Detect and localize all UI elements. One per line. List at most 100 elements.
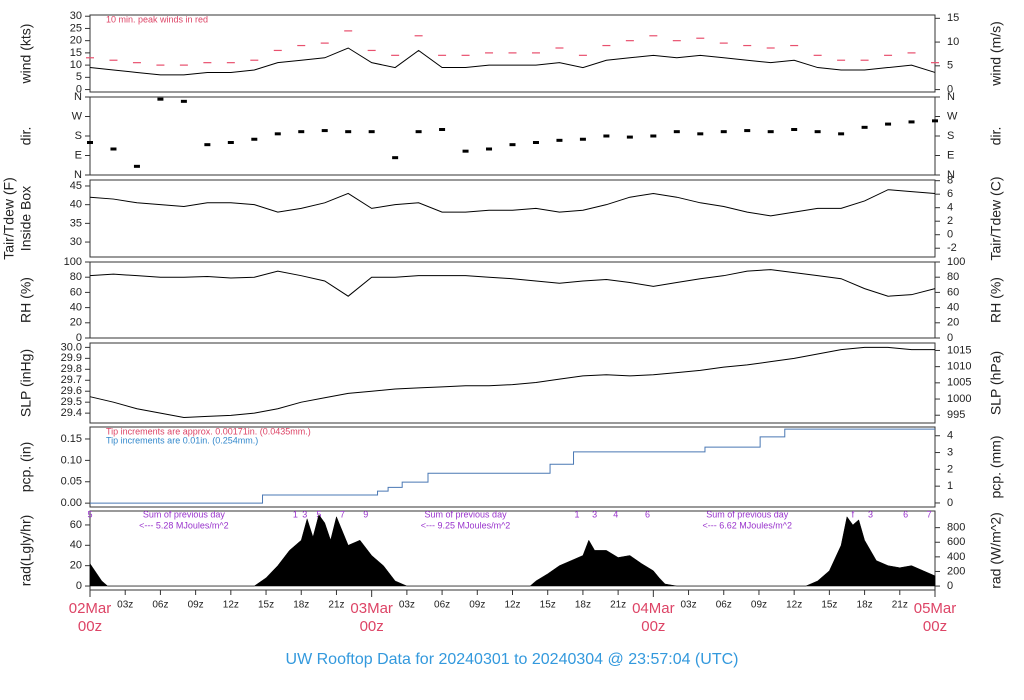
y-tick-label: 80: [70, 271, 82, 283]
y2-tick-label: 995: [947, 409, 965, 421]
y-axis-label: Tair/Tdew (F): [1, 177, 17, 259]
y2-tick-label: 0: [947, 580, 953, 592]
radiation-area: [89, 514, 936, 587]
dir-point: [838, 132, 845, 136]
day-sum-title: Sum of previous day: [706, 509, 789, 519]
day-sum-value: <--- 5.28 MJoules/m^2: [139, 520, 229, 530]
y-tick-label: 30: [70, 10, 82, 22]
x-tick-label: 15z: [258, 600, 274, 611]
x-day-hour-label: 00z: [78, 618, 102, 635]
y2-tick-label: 5: [947, 60, 953, 72]
panel-frame: [89, 342, 936, 424]
y-axis-label: RH (%): [18, 277, 34, 323]
y2-tick-label: 6: [947, 188, 953, 200]
x-tick-label: 09z: [469, 600, 485, 611]
y-tick-label: 60: [70, 519, 82, 531]
x-tick-label: 12z: [786, 600, 802, 611]
dir-point: [251, 137, 258, 141]
series-line: [89, 269, 936, 297]
y2-tick-label: 800: [947, 522, 965, 534]
y2-tick-label: 4: [947, 202, 953, 214]
y-tick-label: 0.00: [61, 497, 82, 509]
y2-tick-label: 1: [947, 480, 953, 492]
y-axis-label: wind (kts): [18, 24, 34, 85]
y2-tick-label: 1015: [947, 344, 971, 356]
dir-point: [345, 130, 352, 134]
y-tick-label: 40: [70, 539, 82, 551]
y2-tick-label: 1005: [947, 377, 971, 389]
y-tick-label: 20: [70, 560, 82, 572]
dir-point: [744, 129, 751, 133]
y-axis-label: Inside Box: [18, 186, 34, 251]
y2-axis-label: dir.: [988, 127, 1004, 146]
y-tick-label: 60: [70, 286, 82, 298]
y2-tick-label: 4: [947, 430, 953, 442]
x-tick-label: 12z: [504, 600, 520, 611]
day-sum-title: Sum of previous day: [425, 509, 508, 519]
sun-marker: 6: [903, 509, 908, 519]
y2-tick-label: N: [947, 169, 955, 181]
y-tick-label: 29.4: [61, 407, 82, 419]
dir-point: [767, 130, 774, 134]
x-tick-label: 06z: [716, 600, 732, 611]
dir-point: [626, 135, 633, 139]
y-axis-label: rad(Lgly/hr): [18, 515, 34, 587]
y-tick-label: 25: [70, 22, 82, 34]
sun-marker: 6: [645, 509, 650, 519]
y-tick-label: N: [74, 169, 82, 181]
x-tick-label: 21z: [892, 600, 908, 611]
y2-tick-label: 200: [947, 565, 965, 577]
y2-tick-label: 0: [947, 229, 953, 241]
y2-tick-label: 40: [947, 302, 959, 314]
dir-point: [673, 130, 680, 134]
dir-point: [791, 128, 798, 131]
y2-tick-label: N: [947, 91, 955, 103]
dir-point: [603, 134, 610, 138]
sun-marker: 4: [613, 509, 618, 519]
x-day-label: 02Mar: [69, 600, 112, 617]
y2-tick-label: 600: [947, 536, 965, 548]
y2-axis-label: wind (m/s): [988, 21, 1004, 87]
dir-point: [110, 147, 117, 151]
y-tick-label: 29.7: [61, 374, 82, 386]
x-day-label: 04Mar: [632, 600, 675, 617]
series-line: [89, 47, 936, 76]
panel-note: Tip increments are approx. 0.00171in. (0…: [106, 426, 311, 436]
y-tick-label: 0.05: [61, 476, 82, 488]
y-tick-label: W: [72, 110, 83, 122]
y-tick-label: 40: [70, 302, 82, 314]
y-tick-label: N: [74, 91, 82, 103]
panel-frame: [89, 96, 936, 176]
sun-marker: 7: [340, 509, 345, 519]
x-tick-label: 12z: [223, 600, 239, 611]
dir-point: [133, 164, 140, 168]
y-tick-label: 29.9: [61, 352, 82, 364]
dir-point: [157, 97, 164, 101]
series-line: [89, 346, 935, 419]
y2-tick-label: 0: [947, 497, 953, 509]
y-tick-label: 29.5: [61, 396, 82, 408]
y2-axis-label: RH (%): [988, 277, 1004, 323]
day-sum-value: <--- 9.25 MJoules/m^2: [421, 520, 511, 530]
y2-tick-label: 3: [947, 446, 953, 458]
y2-tick-label: 1000: [947, 393, 971, 405]
dir-point: [392, 156, 399, 160]
y2-tick-label: 15: [947, 12, 959, 24]
y-tick-label: 45: [70, 180, 82, 192]
y-tick-label: 0: [76, 83, 82, 95]
dir-point: [368, 130, 375, 134]
y-tick-label: 29.6: [61, 385, 82, 397]
sun-marker: 3: [302, 509, 307, 519]
dir-point: [274, 132, 281, 136]
dir-point: [486, 147, 493, 151]
dir-point: [87, 141, 93, 144]
x-tick-label: 03z: [117, 600, 133, 611]
y2-axis-label: SLP (hPa): [988, 351, 1004, 415]
x-tick-label: 06z: [152, 600, 168, 611]
y-tick-label: E: [75, 149, 82, 161]
x-tick-label: 18z: [857, 600, 873, 611]
series-line: [90, 428, 935, 504]
dir-point: [814, 130, 821, 134]
chart-title: UW Rooftop Data for 20240301 to 20240304…: [286, 651, 739, 668]
